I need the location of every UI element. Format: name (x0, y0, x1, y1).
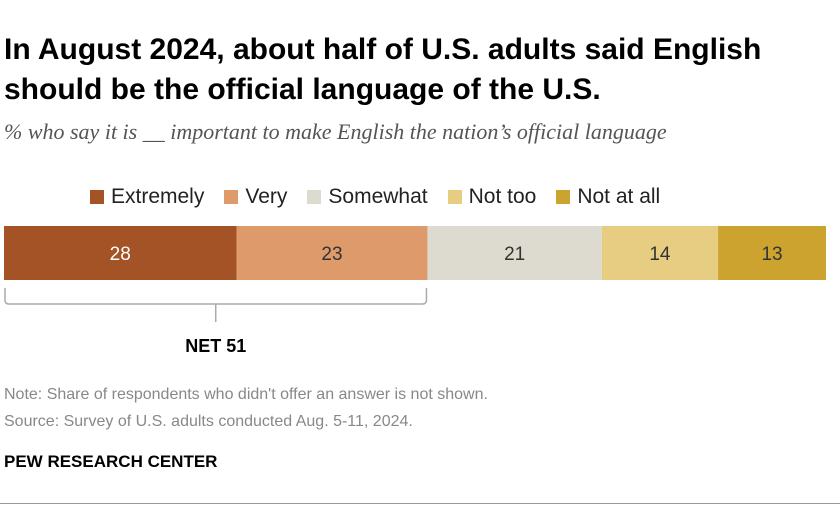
legend-swatch-extremely (90, 190, 104, 204)
legend: Extremely Very Somewhat Not too Not at a… (90, 183, 680, 211)
legend-item-very: Very (224, 185, 287, 209)
legend-item-not-too: Not too (447, 185, 537, 209)
stacked-bar-chart: 28 23 21 14 13 NET 51 (4, 226, 826, 356)
bar-segment-somewhat (427, 226, 602, 280)
bar-segment-not-at-all (718, 226, 826, 280)
bar-segment-extremely (4, 226, 237, 280)
legend-label-not-at-all: Not at all (577, 185, 661, 208)
legend-swatch-somewhat (307, 190, 322, 204)
chart-note: Note: Share of respondents who didn't of… (4, 386, 488, 403)
bottom-rule (0, 503, 840, 504)
legend-swatch-not-at-all (556, 190, 571, 204)
chart-source: Source: Survey of U.S. adults conducted … (4, 413, 413, 430)
net-label: NET 51 (185, 336, 246, 356)
brand-name: PEW RESEARCH CENTER (4, 452, 218, 471)
legend-item-not-at-all: Not at all (556, 185, 660, 209)
legend-swatch-very (224, 190, 239, 204)
bar-segment-very (236, 226, 428, 280)
data-label-not-too: 14 (649, 244, 671, 265)
legend-label-extremely: Extremely (111, 185, 205, 208)
legend-item-somewhat: Somewhat (307, 185, 428, 209)
bar-segment-not-too (601, 226, 719, 280)
legend-swatch-not-too (447, 190, 462, 204)
data-label-extremely: 28 (110, 244, 131, 265)
legend-label-not-too: Not too (468, 185, 537, 208)
legend-label-very: Very (245, 185, 288, 208)
net-bracket (4, 288, 428, 322)
chart-subtitle: % who say it is __ important to make Eng… (4, 119, 667, 144)
chart-title: In August 2024, about half of U.S. adult… (4, 33, 762, 106)
data-label-not-at-all: 13 (761, 244, 782, 265)
legend-label-somewhat: Somewhat (328, 185, 428, 208)
data-label-very: 23 (321, 244, 342, 265)
data-label-somewhat: 21 (504, 244, 525, 265)
legend-item-extremely: Extremely (90, 185, 204, 209)
